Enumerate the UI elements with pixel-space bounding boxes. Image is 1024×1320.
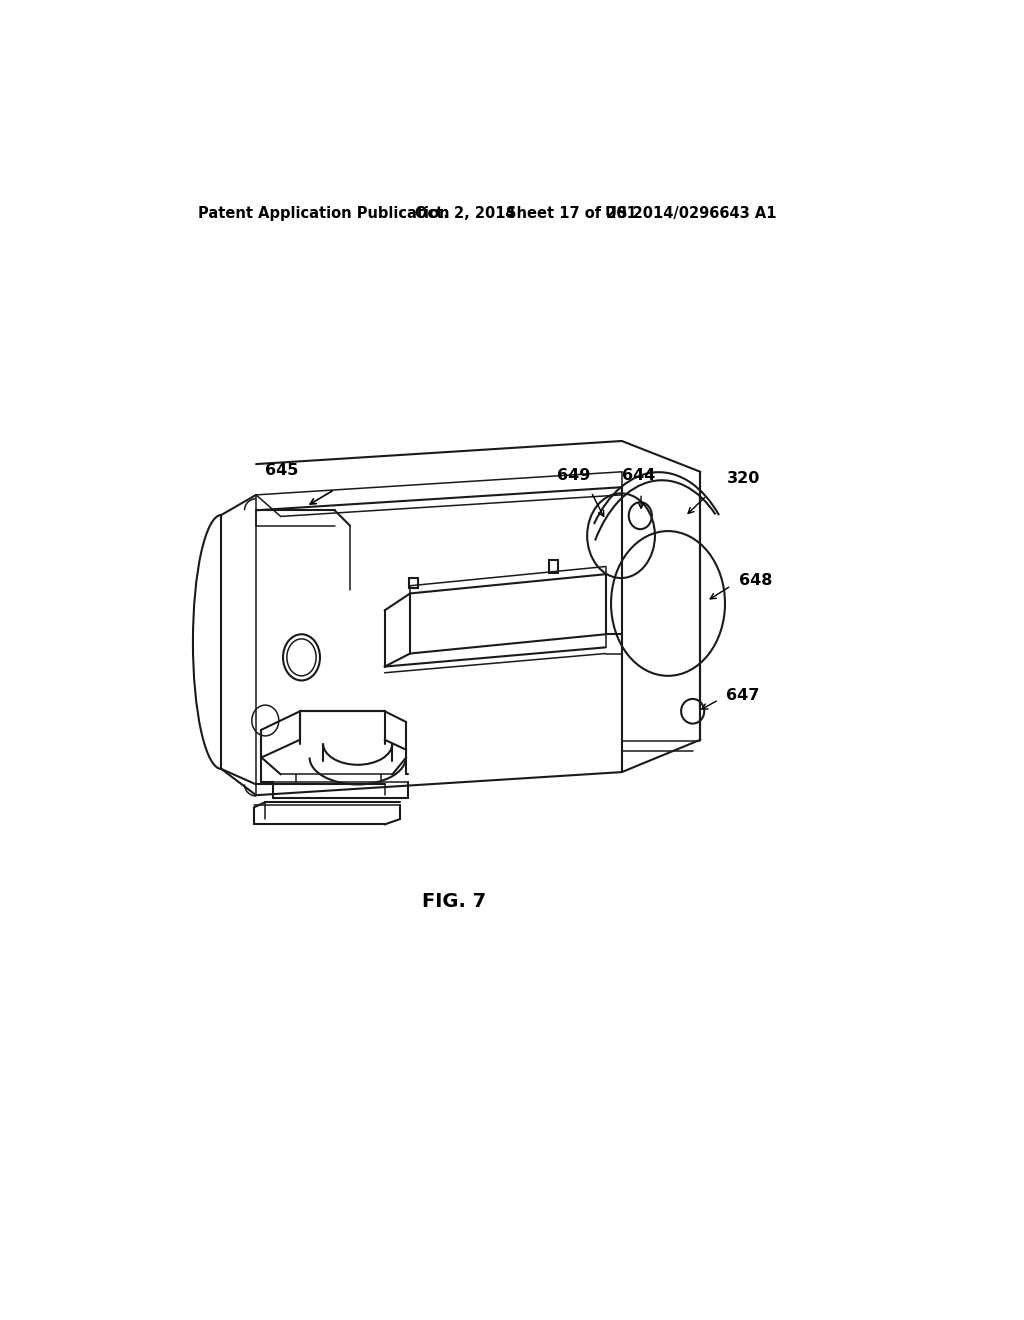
Text: 648: 648 [739,573,772,587]
Text: Oct. 2, 2014: Oct. 2, 2014 [416,206,516,222]
Text: 649: 649 [557,469,590,483]
Text: 645: 645 [265,463,298,478]
Text: US 2014/0296643 A1: US 2014/0296643 A1 [605,206,776,222]
Text: Patent Application Publication: Patent Application Publication [199,206,450,222]
Text: 647: 647 [726,688,759,704]
Text: 320: 320 [727,471,761,486]
Text: 644: 644 [622,469,655,483]
Text: FIG. 7: FIG. 7 [422,892,486,911]
Text: Sheet 17 of 201: Sheet 17 of 201 [506,206,637,222]
